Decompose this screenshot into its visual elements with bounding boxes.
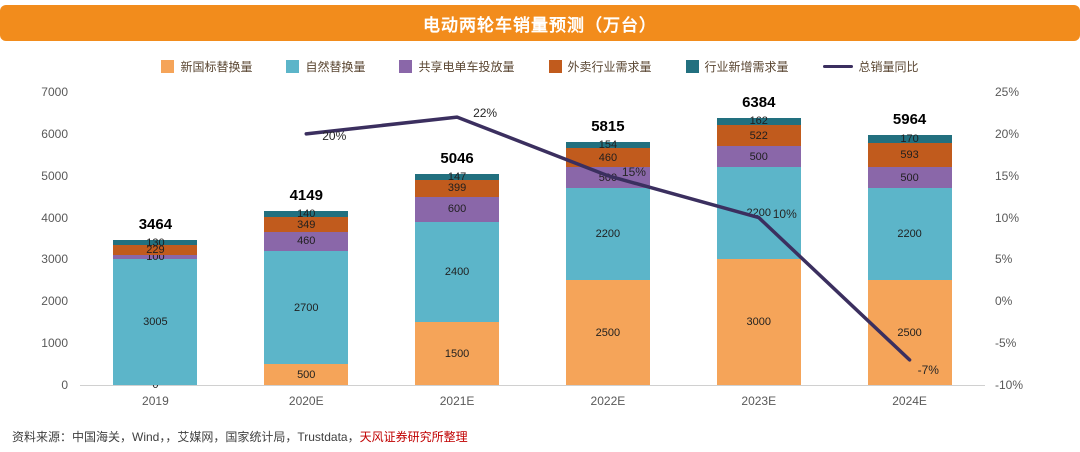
y-axis-right-tick: 25% [995, 85, 1020, 99]
legend-item: 共享电单车投放量 [399, 58, 515, 75]
bar-segment [565, 148, 650, 168]
bar-segment [264, 211, 349, 218]
y-axis-right-tick: 15% [995, 168, 1020, 183]
y-axis-right-tick: -10% [995, 378, 1024, 392]
y-axis-right-tick: 5% [995, 252, 1013, 267]
source-note-text: 资料来源：中国海关，Wind，，艾媒网，国家统计局，Trustdata， [12, 430, 360, 444]
bar-stack: 0 3005 100 229 130 3464 [113, 210, 198, 391]
y-axis-right-tick: -5% [995, 336, 1017, 351]
legend-label: 新国标替换量 [180, 59, 253, 74]
bar-segment [113, 245, 198, 256]
bar-segment [716, 259, 801, 385]
bar-segment [113, 240, 198, 246]
chart-title: 电动两轮车销量预测（万台） [423, 15, 657, 35]
yoy-growth-line [304, 115, 912, 362]
legend-swatch [161, 59, 175, 73]
x-axis-category-label: 2023E [741, 394, 777, 408]
x-axis-category-label: 2019 [142, 394, 169, 408]
yoy-growth-value: 20% [322, 128, 347, 143]
chart-title-bar: 电动两轮车销量预测（万台） [0, 5, 1080, 41]
legend-swatch [399, 59, 413, 73]
legend-item: 新国标替换量 [161, 58, 252, 75]
bar-segment [867, 167, 952, 189]
yoy-growth-value: 10% [772, 206, 797, 221]
bar-segment [415, 322, 500, 385]
x-axis-category-label: 2021E [439, 394, 475, 408]
legend-swatch [548, 59, 562, 73]
bar-segment [113, 259, 198, 385]
bar-segment [415, 173, 500, 180]
bar-total-value: 5964 [892, 111, 927, 129]
legend-label: 行业新增需求量 [704, 59, 789, 74]
legend-item: 行业新增需求量 [685, 58, 789, 75]
y-axis-left-tick: 0 [61, 378, 68, 392]
chart-legend: 新国标替换量 自然替换量 共享电单车投放量 外卖行业需求量 行业新增需求量 总销量同比 [0, 55, 1080, 77]
y-axis-right-tick: 10% [995, 210, 1020, 225]
bar-segment [113, 255, 198, 260]
bar-segment [264, 364, 349, 385]
bar-total-value: 5815 [591, 117, 625, 135]
bar-segment [716, 117, 801, 125]
y-axis-left-tick: 3000 [41, 252, 68, 267]
bar-segment [867, 142, 952, 168]
bar-segment [565, 141, 650, 149]
y-axis-left-tick: 6000 [41, 126, 68, 141]
yoy-growth-polyline [304, 115, 912, 362]
y-axis-right-tick: 20% [995, 126, 1020, 141]
bar-total-value: 5046 [440, 149, 474, 167]
x-axis-category-label: 2024E [892, 394, 927, 408]
bar-total-value: 6384 [742, 93, 776, 111]
bar-segment [415, 196, 500, 222]
x-axis-category-label: 2022E [590, 394, 626, 408]
legend-swatch [685, 59, 699, 73]
source-note-highlight: 天风证券研究所整理 [359, 430, 468, 444]
yoy-growth-value: -7% [917, 362, 939, 377]
y-axis-right-tick: 0% [995, 294, 1013, 309]
yoy-growth-value: 22% [473, 106, 498, 121]
legend-item: 自然替换量 [286, 58, 365, 75]
bar-segment [867, 188, 952, 281]
bar-segment [716, 124, 801, 147]
x-axis-category-label: 2020E [288, 394, 324, 408]
y-axis-left-tick: 2000 [41, 294, 68, 309]
bar-segment [565, 188, 650, 281]
plot-area: 0 1000 2000 3000 4000 5000 6000 7000 -10% -5% 0% 5%… [41, 85, 1023, 408]
legend-swatch [286, 59, 300, 73]
bar-segment [264, 251, 349, 365]
bar-segment [264, 231, 349, 252]
bar-total-value: 3464 [138, 216, 173, 234]
bar-segment [264, 217, 349, 232]
legend-label: 自然替换量 [305, 59, 366, 74]
bar-segment [716, 146, 801, 168]
bar-segment [415, 221, 500, 323]
source-note: 资料来源：中国海关，Wind，，艾媒网，国家统计局，Trustdata，天风证券… [12, 428, 468, 445]
y-axis-left-tick: 5000 [41, 168, 68, 183]
y-axis-left-tick: 4000 [41, 210, 68, 225]
legend-item-line: 总销量同比 [822, 58, 919, 75]
bar-segment [867, 135, 952, 143]
legend-label: 外卖行业需求量 [567, 59, 652, 74]
bar-total-value: 4149 [289, 187, 323, 205]
legend-item: 外卖行业需求量 [548, 58, 652, 75]
y-axis-left-tick: 1000 [41, 336, 68, 351]
bar-segment [415, 179, 500, 197]
legend-label: 共享电单车投放量 [418, 59, 515, 74]
legend-line-swatch [822, 64, 853, 68]
yoy-growth-value: 15% [621, 164, 646, 179]
bar-segment [565, 280, 650, 385]
y-axis-left-tick: 7000 [41, 85, 68, 99]
legend-label: 总销量同比 [858, 59, 919, 74]
